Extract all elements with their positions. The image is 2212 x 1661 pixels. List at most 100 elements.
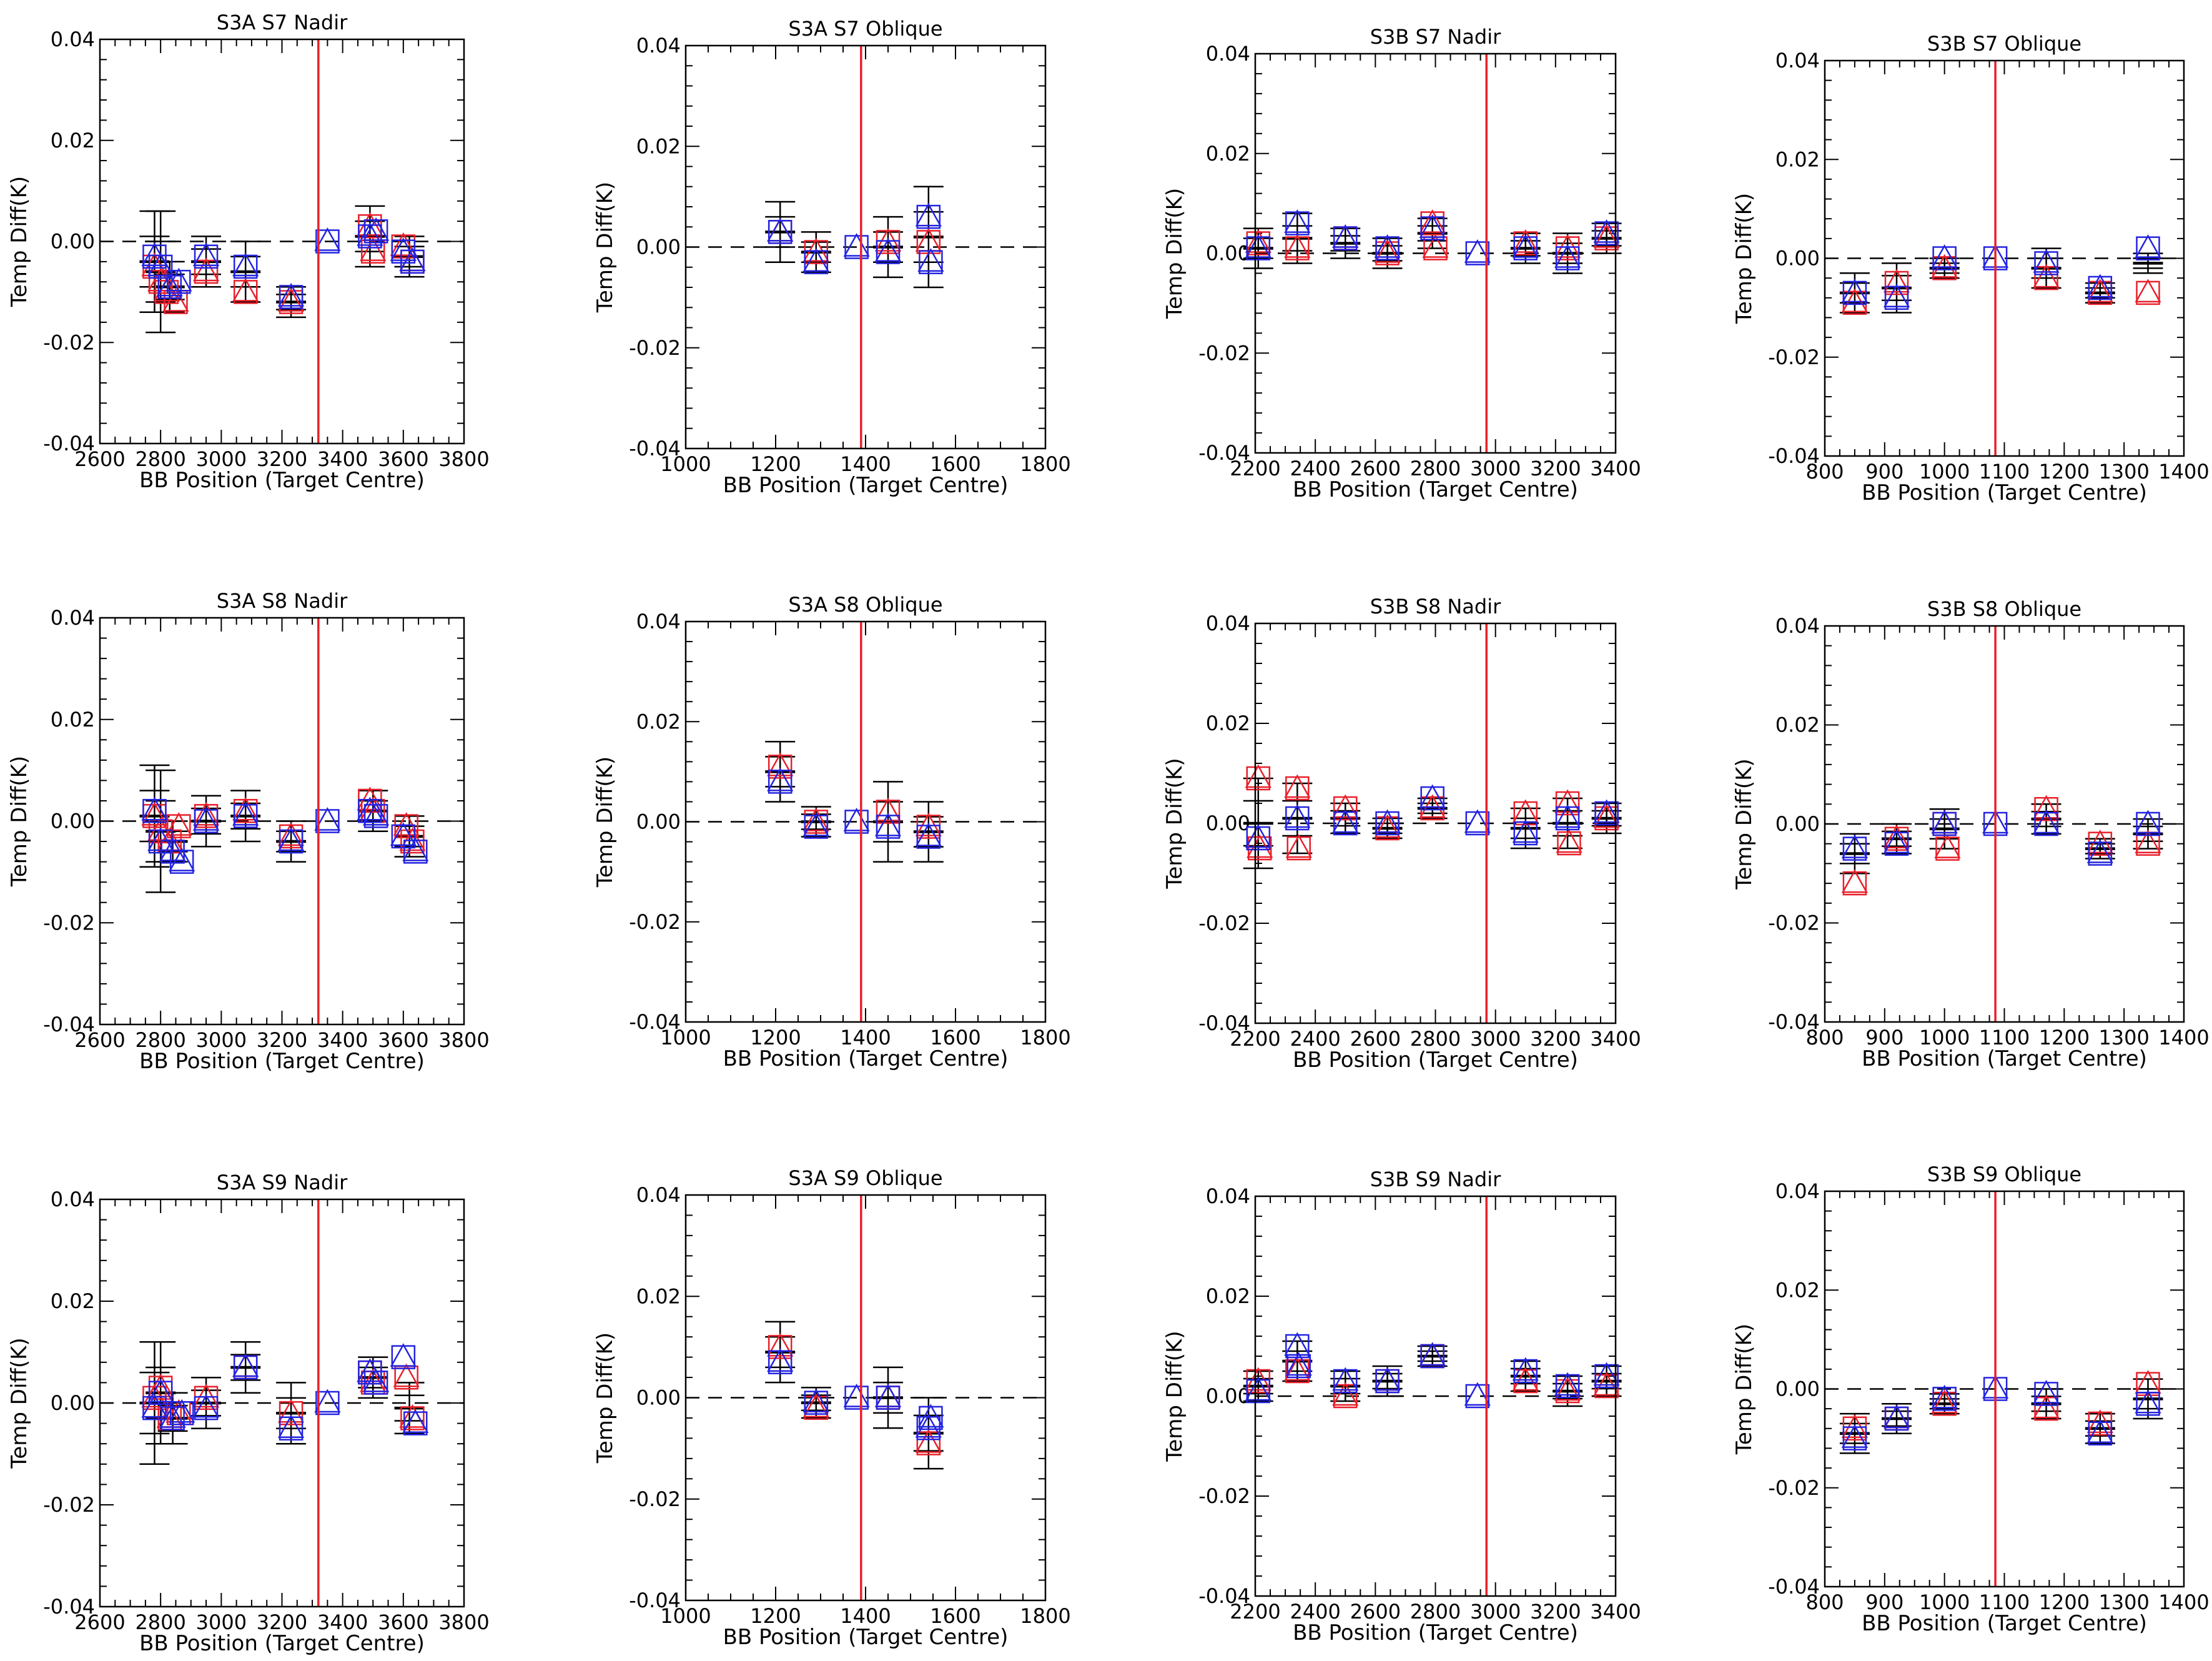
error-bar [2031,803,2061,835]
triangle-marker [2033,1394,2060,1419]
triangle-marker [192,257,220,282]
blue-marker [156,272,183,299]
y-tick-label: -0.02 [629,1487,681,1511]
y-tick-label: 0.00 [51,1391,95,1415]
y-tick-label: -0.02 [629,336,681,360]
y-axis-label: Temp Diff(K) [7,176,32,307]
error-bar [2133,818,2163,850]
triangle-marker [1422,234,1449,258]
x-tick-label: 3200 [257,1610,307,1634]
triangle-marker [192,242,220,267]
blue-marker [767,217,794,244]
chart-title: S3A S8 Nadir [217,589,348,613]
triangle-marker [1332,809,1359,833]
y-axis-label: Temp Diff(K) [1162,1331,1187,1462]
x-tick-label: 3400 [317,447,368,471]
triangle-marker [767,217,794,242]
blue-marker [147,1379,174,1405]
triangle-marker [2033,249,2060,273]
x-tick-label: 3400 [1590,1027,1641,1051]
chart-title: S3A S8 Oblique [788,593,942,617]
triangle-marker [1419,1342,1446,1366]
blue-marker [1374,809,1401,836]
triangle-marker [277,827,305,851]
plot-frame [1254,622,1617,1024]
triangle-marker [1374,809,1401,833]
y-tick-label: 0.02 [636,1284,681,1308]
chart-title: S3B S8 Oblique [1927,597,2081,621]
x-tick-label: 3000 [196,447,247,471]
y-axis-label: Temp Diff(K) [1732,1324,1757,1455]
y-tick-label: 0.04 [51,27,95,51]
x-tick-label: 3200 [1530,1027,1581,1051]
x-tick-label: 1800 [1020,1026,1070,1049]
blue-marker [1512,234,1539,260]
chart-panel: S3B S9 Nadir 2200 2400 2600 2800 3000 3200 3400… [1162,1168,1641,1645]
y-tick-label: -0.02 [1198,341,1250,365]
y-tick-label: -0.04 [629,437,681,460]
x-tick-label: 3000 [1470,457,1521,480]
triangle-marker [874,1383,902,1407]
triangle-marker [1883,825,1910,849]
x-tick-label: 1200 [750,452,801,476]
x-axis-label: BB Position (Target Centre) [1293,1048,1578,1073]
blue-marker [1512,819,1539,846]
blue-marker [362,801,390,828]
triangle-marker [843,232,870,257]
triangle-marker [2135,279,2161,303]
triangle-marker [1934,835,1961,858]
x-axis-label: BB Position (Target Centre) [723,1046,1009,1071]
red-marker [1554,789,1581,816]
blue-marker [232,252,259,279]
x-tick-label: 1600 [930,1026,980,1049]
triangle-marker [1464,1382,1491,1406]
chart-title: S3B S7 Oblique [1927,32,2081,56]
x-tick-label: 3200 [257,1028,307,1052]
triangle-marker [357,786,383,811]
red-marker [1556,829,1582,856]
triangle-marker [1512,1357,1539,1381]
y-tick-label: 0.00 [1775,812,1820,836]
x-axis-label: BB Position (Target Centre) [139,1049,425,1074]
triangle-marker [162,287,189,312]
y-tick-label: 0.04 [636,1183,681,1207]
triangle-marker [362,217,390,241]
triangle-marker [1931,810,1958,834]
y-tick-label: 0.00 [636,810,681,834]
red-marker [2135,279,2161,305]
blue-marker [843,232,870,259]
chart-panel: S3A S8 Oblique 1000 1200 1400 1600 1800 -0.04 -… [593,593,1071,1071]
blue-marker [169,848,195,874]
triangle-marker [1245,764,1271,788]
red-marker [1284,234,1311,260]
x-tick-label: 2800 [1410,457,1461,480]
triangle-marker [802,248,829,272]
chart-title: S3B S7 Nadir [1370,25,1501,49]
red-marker [192,257,220,284]
x-tick-label: 3800 [438,1028,489,1052]
chart-panel: S3A S9 Oblique 1000 1200 1400 1600 1800 -0.04 -… [593,1166,1071,1650]
y-tick-label: 0.00 [1775,247,1820,270]
triangle-marker [393,812,420,836]
blue-marker [277,827,305,854]
x-tick-label: 2600 [1350,457,1401,480]
x-tick-label: 1000 [660,452,711,476]
x-tick-label: 3000 [1470,1027,1521,1051]
blue-marker [1512,1357,1539,1384]
triangle-marker [1841,835,1869,858]
red-marker [2033,1394,2060,1421]
x-tick-label: 2800 [135,1610,185,1634]
red-marker [1934,835,1961,861]
triangle-marker [1556,829,1582,853]
blue-marker [390,822,417,849]
x-tick-label: 3200 [1530,457,1581,480]
chart-title: S3A S9 Oblique [788,1166,942,1190]
triangle-marker [1883,830,1910,853]
blue-marker [402,837,429,864]
blue-marker [159,1404,186,1430]
y-axis-label: Temp Diff(K) [593,1332,618,1464]
triangle-marker [1419,214,1446,238]
x-tick-label: 1400 [840,452,891,476]
blue-marker [141,796,168,823]
y-tick-label: -0.04 [43,1013,95,1036]
